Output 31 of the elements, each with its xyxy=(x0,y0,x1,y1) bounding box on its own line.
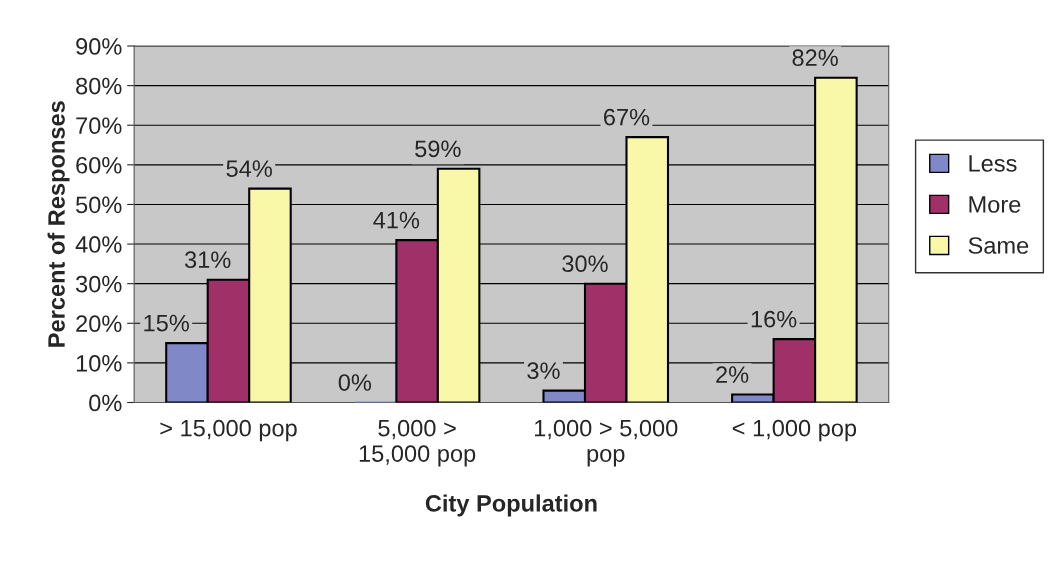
x-tick-label: > 15,000 pop xyxy=(160,419,297,442)
x-tick-label: 5,000 > 15,000 pop xyxy=(359,419,476,467)
y-tick-label: 10% xyxy=(76,354,122,372)
data-label: 30% xyxy=(562,255,608,273)
data-label: 3% xyxy=(527,362,560,380)
legend-label: Same xyxy=(968,237,1029,254)
data-label: 15% xyxy=(144,314,189,332)
y-tick-label: 30% xyxy=(75,275,122,293)
y-tick-label: 90% xyxy=(76,38,122,55)
data-label: 41% xyxy=(373,211,420,229)
y-tick-label: 60% xyxy=(76,156,122,174)
y-tick-label: 0% xyxy=(89,394,122,412)
y-tick-label: 80% xyxy=(76,77,122,95)
x-tick-label: 1,000 > 5,000 pop xyxy=(535,419,678,467)
x-axis-title: City Population xyxy=(425,494,597,517)
legend-label: More xyxy=(969,196,1021,213)
data-label: 67% xyxy=(604,108,650,126)
y-tick-label: 20% xyxy=(76,315,122,333)
data-label: 54% xyxy=(226,160,272,177)
data-label: 31% xyxy=(184,251,231,269)
y-axis-title: Percent of Responses xyxy=(47,101,70,347)
x-tick-label: < 1,000 pop xyxy=(732,419,857,442)
legend-label: Less xyxy=(969,155,1017,172)
data-label: 0% xyxy=(338,374,372,391)
data-label: 82% xyxy=(792,49,838,67)
y-tick-label: 50% xyxy=(76,196,122,214)
data-label: 2% xyxy=(716,366,749,383)
y-tick-label: 40% xyxy=(75,236,122,253)
data-label: 59% xyxy=(415,140,461,158)
y-tick-label: 70% xyxy=(76,117,122,135)
data-label: 16% xyxy=(751,310,797,328)
